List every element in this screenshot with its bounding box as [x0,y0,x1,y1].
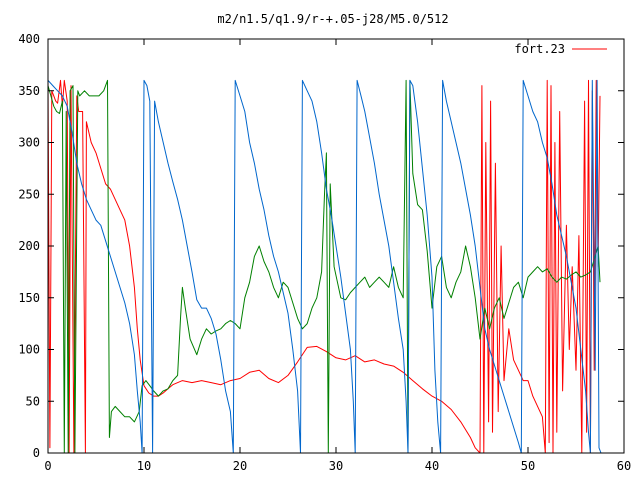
series-line-3 [48,79,602,453]
series-line-2 [48,79,601,453]
axis-layer: 0 10 20 30 40 50 60 0 50 100 150 200 250 300 350 400 [18,32,631,473]
y-tick-label: 300 [18,136,40,150]
legend-entry-label: fort.23 [514,42,565,56]
x-tick-label: 60 [617,459,631,473]
x-tick-label: 50 [521,459,535,473]
series-layer [48,79,602,453]
x-tick-label: 40 [425,459,439,473]
series-line-1 [48,79,601,453]
y-tick-label: 250 [18,187,40,201]
y-tick-label: 400 [18,32,40,46]
x-tick-label: 30 [329,459,343,473]
y-tick-label: 350 [18,84,40,98]
y-tick-label: 150 [18,291,40,305]
chart-title: m2/n1.5/q1.9/r-+.05-j28/M5.0/512 [217,12,448,26]
x-tick-label: 10 [137,459,151,473]
y-tick-label: 200 [18,239,40,253]
y-tick-label: 100 [18,343,40,357]
y-tick-label: 0 [33,446,40,460]
y-tick-label: 50 [26,394,40,408]
x-tick-label: 0 [44,459,51,473]
x-tick-label: 20 [233,459,247,473]
legend: fort.23 [514,42,607,56]
